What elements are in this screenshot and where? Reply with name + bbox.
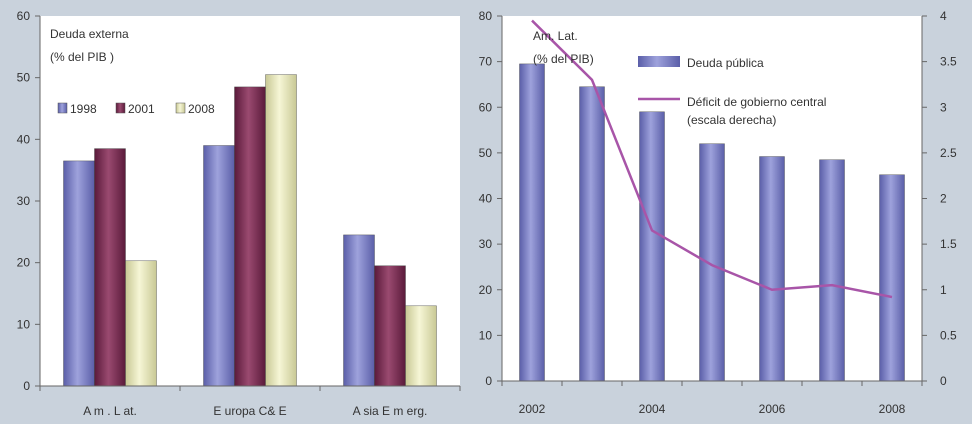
right-y2-tick-label: 1.5 bbox=[940, 237, 957, 251]
left-x-tick-label: A m . L at. bbox=[83, 404, 137, 418]
left-y-tick-label: 50 bbox=[17, 71, 31, 85]
bar-2008-2 bbox=[265, 74, 297, 387]
legend-swatch-deuda bbox=[638, 56, 680, 67]
right-y2-tick-label: 3.5 bbox=[940, 55, 957, 69]
right-chart-subtitle: (% del PIB) bbox=[533, 52, 594, 66]
bar-2001-1 bbox=[94, 148, 126, 387]
bar-2001-2 bbox=[234, 86, 266, 387]
right-y2-tick-label: 1 bbox=[940, 283, 947, 297]
left-y-tick-label: 10 bbox=[17, 317, 31, 331]
left-x-tick-label: E uropa C& E bbox=[213, 404, 286, 418]
bar-2008-3 bbox=[405, 305, 437, 387]
left-y-tick-label: 60 bbox=[17, 9, 31, 23]
bar-1998-2 bbox=[203, 145, 235, 387]
legend-label-deficit: Déficit de gobierno central bbox=[687, 95, 826, 109]
bar-2008-1 bbox=[125, 260, 157, 387]
right-y-tick-label: 70 bbox=[479, 55, 493, 69]
right-chart-title: Am. Lat. bbox=[533, 29, 578, 43]
left-y-tick-label: 30 bbox=[17, 194, 31, 208]
legend-label-2008: 2008 bbox=[188, 102, 215, 116]
right-x-tick-label: 2002 bbox=[519, 402, 546, 416]
left-legend: 1998 2001 2008 bbox=[57, 102, 215, 116]
left-x-tick-label: A sia E m erg. bbox=[353, 404, 428, 418]
bar-2001-3 bbox=[374, 265, 406, 387]
right-y2-tick-label: 2 bbox=[940, 192, 947, 206]
bar-deuda-publica-2008 bbox=[879, 174, 905, 382]
right-x-tick-label: 2006 bbox=[759, 402, 786, 416]
right-y2-tick-label: 4 bbox=[940, 9, 947, 23]
bar-1998-3 bbox=[343, 234, 375, 387]
right-y-tick-label: 0 bbox=[485, 374, 492, 388]
left-chart-subtitle: (% del PIB ) bbox=[50, 50, 114, 64]
right-left-y-axis: 0 10 20 30 40 50 60 70 80 bbox=[479, 9, 503, 388]
legend-label-deficit-note: (escala derecha) bbox=[687, 113, 776, 127]
right-y2-tick-label: 3 bbox=[940, 100, 947, 114]
bar-deuda-publica-2003 bbox=[579, 86, 605, 382]
right-legend: Deuda pública Déficit de gobierno centra… bbox=[638, 56, 826, 127]
left-y-tick-label: 40 bbox=[17, 132, 31, 146]
deficit-line bbox=[531, 19, 893, 299]
right-y-tick-label: 80 bbox=[479, 9, 493, 23]
right-x-tick-label: 2008 bbox=[879, 402, 906, 416]
left-y-tick-label: 0 bbox=[23, 379, 30, 393]
left-y-axis: 0 10 20 30 40 50 60 bbox=[17, 9, 41, 393]
right-y-tick-label: 10 bbox=[479, 328, 493, 342]
bar-1998-1 bbox=[63, 160, 95, 387]
left-chart-title: Deuda externa bbox=[50, 27, 129, 41]
right-x-axis: 2002 2004 2006 2008 bbox=[501, 380, 923, 416]
legend-label-2001: 2001 bbox=[128, 102, 155, 116]
right-y-tick-label: 20 bbox=[479, 283, 493, 297]
bar-deuda-publica-2007 bbox=[819, 159, 845, 382]
right-secondary-y-axis: 0 0.5 1 1.5 2 2.5 3 3.5 4 bbox=[921, 9, 957, 388]
legend-swatch-2001 bbox=[115, 102, 126, 114]
right-y-tick-label: 60 bbox=[479, 100, 493, 114]
bar-deuda-publica-2004 bbox=[639, 111, 665, 382]
right-bars bbox=[519, 63, 905, 382]
right-y-tick-label: 50 bbox=[479, 146, 493, 160]
left-y-tick-label: 20 bbox=[17, 256, 31, 270]
right-x-tick-label: 2004 bbox=[639, 402, 666, 416]
right-y2-tick-label: 0.5 bbox=[940, 328, 957, 342]
bar-deuda-publica-2002 bbox=[519, 63, 545, 382]
right-y2-tick-label: 2.5 bbox=[940, 146, 957, 160]
chart-external-debt: 0 10 20 30 40 50 60 A m . L at. E uropa C& E A s… bbox=[17, 9, 461, 418]
legend-label-1998: 1998 bbox=[70, 102, 97, 116]
chart-public-debt: 0 10 20 30 40 50 60 70 80 0 0.5 1 1.5 2 2.5 3 3.5 4 2002… bbox=[479, 9, 957, 416]
left-bars bbox=[63, 74, 437, 387]
legend-swatch-1998 bbox=[57, 102, 68, 114]
legend-label-deuda: Deuda pública bbox=[687, 56, 764, 70]
legend-swatch-2008 bbox=[175, 102, 186, 114]
bar-deuda-publica-2005 bbox=[699, 143, 725, 382]
right-y2-tick-label: 0 bbox=[940, 374, 947, 388]
left-x-axis: A m . L at. E uropa C& E A sia E m erg. bbox=[39, 385, 461, 418]
right-y-tick-label: 30 bbox=[479, 237, 493, 251]
bar-deuda-publica-2006 bbox=[759, 156, 785, 382]
right-y-tick-label: 40 bbox=[479, 192, 493, 206]
deficit-line-layer bbox=[531, 19, 893, 299]
